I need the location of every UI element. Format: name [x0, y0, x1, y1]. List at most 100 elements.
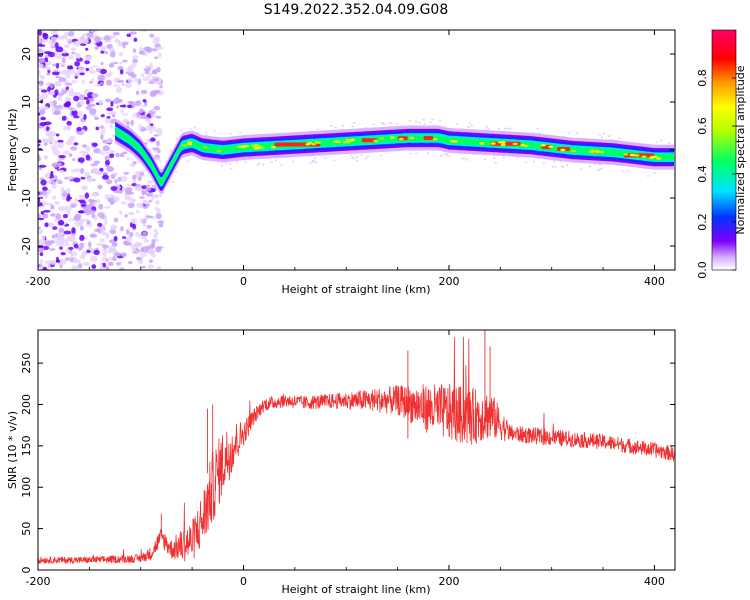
spectrogram-faint-cell: [600, 167, 603, 170]
spectrogram-noise-cell: [49, 90, 57, 96]
spectrogram-noise-cell: [57, 139, 64, 143]
spectrogram-faint-cell: [379, 154, 382, 156]
spectrogram-noise-cell: [51, 162, 60, 168]
spectrogram-noise-cell: [135, 231, 139, 237]
spectrogram-noise-cell: [105, 73, 111, 78]
spectrogram-noise-cell: [153, 105, 161, 111]
spectrogram-noise-cell: [151, 197, 154, 202]
spectrogram-faint-cell: [214, 129, 217, 132]
spectrogram-faint-cell: [159, 160, 162, 162]
spectrogram-noise-cell: [73, 40, 81, 47]
spectrogram-noise-cell: [62, 125, 67, 131]
spectrogram-faint-cell: [356, 156, 359, 158]
spectrogram-noise-cell: [42, 186, 48, 192]
spectrogram-noise-cell: [47, 136, 55, 143]
colorbar-tick-label: 0.6: [696, 117, 709, 135]
spectrogram-noise-cell: [148, 200, 153, 203]
spectrogram-noise-cell: [108, 62, 115, 68]
spectrogram-faint-cell: [536, 128, 539, 130]
spectrogram-noise-cell: [50, 171, 54, 176]
spectrogram-noise-cell: [137, 260, 143, 264]
spectrogram-noise-cell: [97, 184, 103, 190]
y-tick-label: 10: [20, 95, 33, 109]
spectrogram-noise-cell: [85, 154, 91, 161]
spectrogram-noise-cell: [85, 56, 92, 61]
spectrogram-noise-cell: [130, 119, 134, 126]
spectrogram-mid-cell: [202, 146, 208, 149]
spectrogram-noise-cell: [109, 35, 117, 39]
spectrogram-noise-cell: [145, 47, 153, 53]
spectrogram-faint-cell: [553, 160, 555, 163]
spectrogram-noise-cell: [139, 218, 143, 224]
spectrogram-noise-cell: [39, 109, 46, 115]
spectrogram-mid-cell: [216, 149, 222, 153]
spectrogram-noise-cell: [73, 244, 79, 249]
spectrogram-faint-cell: [660, 139, 663, 142]
spectrogram-mid-cell: [641, 155, 647, 158]
spectrogram-noise-cell: [55, 150, 61, 157]
spectrogram-noise-cell: [68, 153, 73, 158]
spectrogram-noise-cell: [120, 252, 127, 258]
spectrogram-noise-cell: [44, 155, 48, 161]
spectrogram-mid-cell: [500, 143, 506, 146]
spectrogram-noise-cell: [140, 89, 148, 95]
spectrogram-noise-cell: [100, 114, 105, 118]
spectrogram-noise-cell: [84, 218, 88, 221]
spectrogram-noise-cell: [65, 188, 71, 194]
spectrogram-noise-cell: [141, 236, 147, 240]
spectrogram-noise-cell: [119, 153, 125, 158]
colorbar-tick-label: 0.8: [696, 69, 709, 87]
spectrogram-noise-cell: [127, 202, 135, 209]
spectrogram-faint-cell: [364, 157, 367, 160]
spectrogram-faint-cell: [316, 128, 319, 130]
colorbar-tick-label: 0.4: [696, 165, 709, 183]
spectrogram-noise-cell: [50, 144, 58, 151]
spectrogram-faint-cell: [543, 162, 545, 164]
spectrogram-noise-cell: [38, 217, 45, 221]
spectrogram-noise-cell: [110, 173, 116, 179]
spectrogram-faint-cell: [169, 149, 172, 152]
spectrogram-noise-cell: [67, 31, 75, 37]
spectrogram-noise-cell: [74, 197, 79, 203]
spectrogram-noise-cell: [136, 251, 143, 254]
spectrogram-noise-cell: [93, 84, 101, 87]
spectrogram-noise-cell: [124, 214, 128, 218]
spectrogram-faint-cell: [554, 166, 557, 168]
spectrogram-faint-cell: [494, 162, 497, 164]
spectrogram-noise-cell: [139, 265, 147, 269]
spectrogram-faint-cell: [552, 165, 555, 168]
spectrogram-noise-cell: [130, 198, 136, 203]
spectrogram-noise-cell: [38, 63, 44, 69]
spectrogram-noise-cell: [125, 237, 129, 242]
spectrogram-faint-cell: [275, 159, 277, 161]
spectrogram-noise-cell: [40, 116, 46, 121]
spectrogram-noise-cell: [119, 69, 124, 75]
y-tick-label: 50: [20, 522, 33, 536]
spectrogram-mid-cell: [239, 145, 245, 149]
spectrogram-faint-cell: [465, 159, 468, 161]
spectrogram-mid-cell: [656, 157, 662, 160]
spectrogram-noise-cell: [79, 242, 85, 249]
spectrogram-noise-cell: [63, 44, 70, 49]
spectrogram-noise-cell: [149, 129, 153, 134]
spectrogram-noise-cell: [102, 267, 107, 270]
spectrogram-noise-cell: [155, 212, 162, 220]
spectrogram-noise-cell: [52, 195, 57, 200]
spectrogram-mid-cell: [589, 149, 595, 152]
spectrogram-noise-cell: [102, 174, 109, 180]
spectrogram-noise-cell: [79, 72, 85, 76]
spectrogram-noise-cell: [130, 218, 137, 225]
spectrogram-noise-cell: [111, 242, 118, 247]
spectrogram-noise-cell: [54, 42, 59, 49]
spectrogram-noise-cell: [77, 157, 85, 163]
colorbar-label: Normalized spectral amplitude: [734, 65, 747, 234]
spectrogram-noise-cell: [54, 200, 61, 205]
spectrogram-noise-cell: [38, 92, 41, 97]
spectrogram-noise-cell: [70, 203, 76, 208]
spectrogram-noise-cell: [113, 196, 120, 202]
colorbar-ticks: 0.0 0.2 0.4 0.6 0.8: [696, 69, 736, 279]
spectrogram-noise-cell: [95, 170, 103, 175]
spectrogram-noise-cell: [98, 150, 106, 155]
spectrogram-ridge-band: [115, 124, 675, 189]
spectrogram-noise-cell: [66, 125, 71, 131]
